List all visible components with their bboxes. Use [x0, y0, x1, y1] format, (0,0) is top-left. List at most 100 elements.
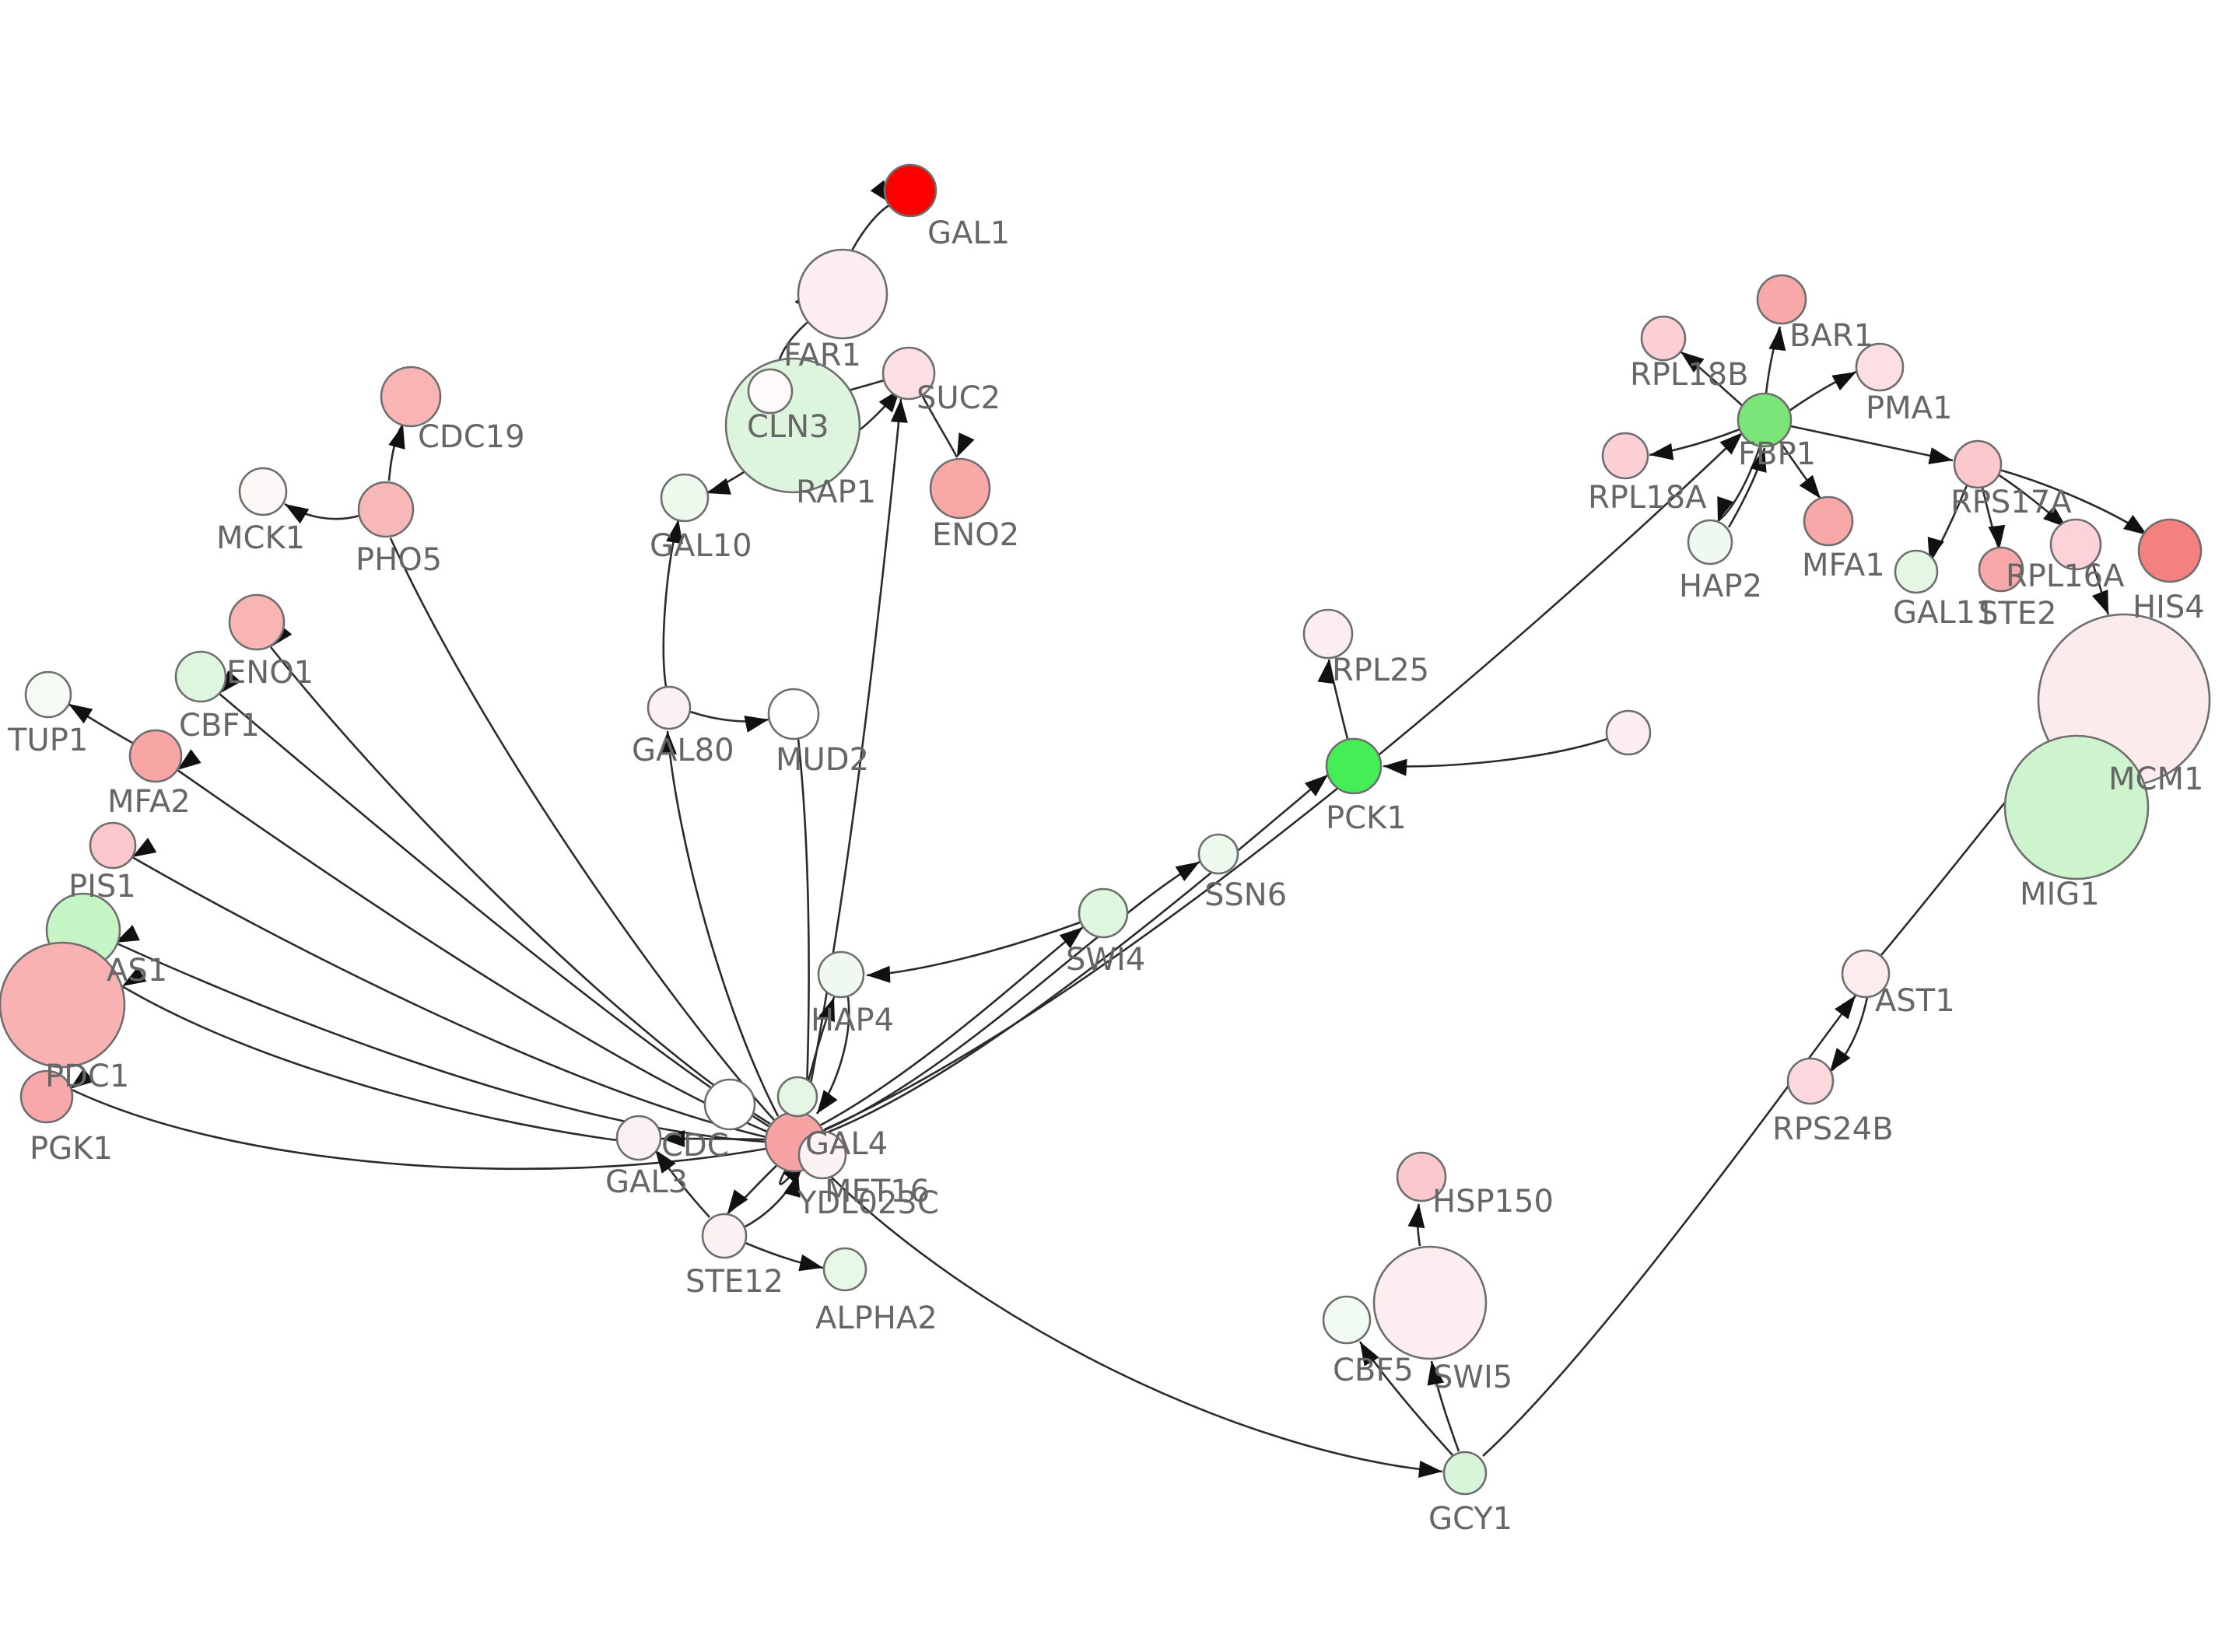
node-STE12[interactable]	[701, 1213, 748, 1259]
edge-GAL4-to-SWI4	[818, 926, 1084, 1128]
node-label-MET16: MET16	[825, 1174, 930, 1209]
node-CDC19[interactable]	[380, 366, 442, 428]
node-RPL18B[interactable]	[1640, 315, 1687, 362]
node-RPS24B[interactable]	[1786, 1057, 1835, 1105]
arrowhead-icon	[1681, 352, 1705, 373]
node-SSN6[interactable]	[1197, 833, 1239, 875]
node-HSP150[interactable]	[1396, 1151, 1447, 1202]
edge-AST1-to-RPS24B	[1829, 996, 1869, 1073]
arrowhead-icon	[1928, 447, 1953, 464]
node-GAL3[interactable]	[615, 1115, 662, 1161]
node-MFA2[interactable]	[128, 729, 183, 783]
node-RPS17A[interactable]	[1953, 439, 2003, 489]
arrowhead-icon	[68, 704, 93, 724]
node-PIS1[interactable]	[89, 821, 137, 870]
edge-GAL80-to-MUD2	[689, 710, 769, 733]
node-label-PCK1: PCK1	[1326, 800, 1407, 836]
node-FAR1[interactable]	[797, 248, 888, 340]
node-label-CDC_HIDDEN: CDC	[661, 1128, 729, 1164]
arrowhead-icon	[744, 716, 769, 733]
node-label-GAL3: GAL3	[605, 1164, 688, 1200]
edge-GAL4-to-FBP1	[824, 432, 1744, 1131]
node-label-MUD2: MUD2	[776, 742, 869, 778]
node-GAL11[interactable]	[1894, 549, 1939, 594]
node-GAL4_GREEN[interactable]	[776, 1076, 818, 1118]
labels-layer: GAL1 FAR1 SUC2 ENO2 CLN3 RAP1 GAL10 CDC19 MCK1 PH…	[7, 215, 2205, 1537]
node-FBP1[interactable]	[1737, 392, 1793, 448]
edge-GAL4-to-GAL3	[661, 1129, 767, 1147]
node-HAP4[interactable]	[817, 950, 865, 999]
node-label-FAR1: FAR1	[783, 338, 861, 373]
arrowhead-icon	[1427, 1361, 1445, 1386]
node-label-YDL023C: YDL023C	[797, 1185, 939, 1221]
arrowhead-icon	[890, 399, 908, 423]
node-ENO2[interactable]	[929, 457, 991, 520]
node-CBF5[interactable]	[1322, 1295, 1372, 1345]
node-PDC1[interactable]	[0, 941, 126, 1069]
node-label-RAP1: RAP1	[796, 474, 876, 510]
node-BAR1[interactable]	[1756, 274, 1807, 325]
node-PCK1[interactable]	[1325, 737, 1383, 795]
node-MCK1[interactable]	[238, 467, 288, 516]
arrowhead-icon	[1927, 537, 1944, 562]
node-PHO5[interactable]	[357, 481, 415, 538]
node-label-RPL18A: RPL18A	[1588, 480, 1707, 516]
node-label-HAP2: HAP2	[1679, 569, 1762, 604]
node-label-MIG1: MIG1	[2020, 877, 2100, 912]
node-HAP2[interactable]	[1687, 519, 1733, 565]
edge-line	[389, 537, 775, 1121]
arrowhead-icon	[177, 749, 202, 770]
node-MUD2[interactable]	[767, 688, 820, 740]
arrowhead-icon	[132, 838, 157, 857]
node-GCY1[interactable]	[1442, 1451, 1488, 1496]
edge-line	[269, 646, 771, 1125]
node-SUC2[interactable]	[881, 346, 936, 401]
arrowhead-icon	[1799, 474, 1821, 499]
node-GAL10[interactable]	[660, 473, 710, 523]
node-label-CLN3: CLN3	[747, 409, 829, 445]
node-MFA1[interactable]	[1803, 495, 1854, 547]
arrowhead-icon	[1831, 372, 1856, 391]
edge-CLN3-to-GAL10	[706, 467, 749, 495]
node-ENO1[interactable]	[228, 593, 286, 651]
node-WHITE_HUB[interactable]	[703, 1078, 756, 1131]
node-AST1[interactable]	[1841, 949, 1891, 999]
node-label-STE12: STE12	[685, 1264, 783, 1300]
node-label-MCM1: MCM1	[2108, 761, 2203, 797]
node-SWI5[interactable]	[1372, 1245, 1488, 1360]
edge-line	[1482, 995, 1857, 1457]
node-RPL16A[interactable]	[2049, 518, 2102, 571]
node-RPL25[interactable]	[1302, 608, 1354, 660]
node-label-SSN6: SSN6	[1204, 877, 1287, 913]
node-TUP1[interactable]	[24, 670, 72, 719]
node-PMA1[interactable]	[1855, 342, 1905, 392]
arrowhead-icon	[655, 1150, 676, 1174]
node-MIG1[interactable]	[2003, 734, 2150, 880]
edge-STE12-to-ALPHA2	[745, 1241, 824, 1272]
edge-PCK1-to-RPL25	[1317, 659, 1349, 740]
node-label-GAL11: GAL11	[1893, 595, 1996, 631]
node-YDL023C[interactable]	[797, 1130, 847, 1180]
node-GAL80[interactable]	[647, 685, 692, 730]
edge-line	[114, 941, 766, 1143]
edge-line	[816, 1162, 1443, 1473]
node-PGK1[interactable]	[19, 1069, 74, 1124]
node-ALPHA2[interactable]	[822, 1247, 867, 1292]
node-CBF1[interactable]	[174, 650, 227, 703]
edge-STE12-to-GAL3	[654, 1149, 710, 1218]
arrowhead-icon	[219, 670, 241, 694]
node-label-ALPHA2: ALPHA2	[815, 1300, 938, 1336]
node-UNLABELED_A[interactable]	[1605, 709, 1652, 756]
node-label-HSP150: HSP150	[1432, 1184, 1554, 1220]
node-CLN3_SUB[interactable]	[747, 368, 794, 415]
edge-line	[666, 730, 780, 1117]
node-GAL1[interactable]	[883, 163, 938, 218]
edge-FBP1-to-MFA1	[1779, 441, 1822, 499]
node-HIS4[interactable]	[2137, 518, 2203, 583]
node-SWI4[interactable]	[1078, 887, 1129, 939]
edge-MFA2-to-TUP1	[68, 702, 133, 744]
node-RPL18A[interactable]	[1601, 432, 1649, 480]
node-STE2[interactable]	[1978, 546, 2024, 593]
